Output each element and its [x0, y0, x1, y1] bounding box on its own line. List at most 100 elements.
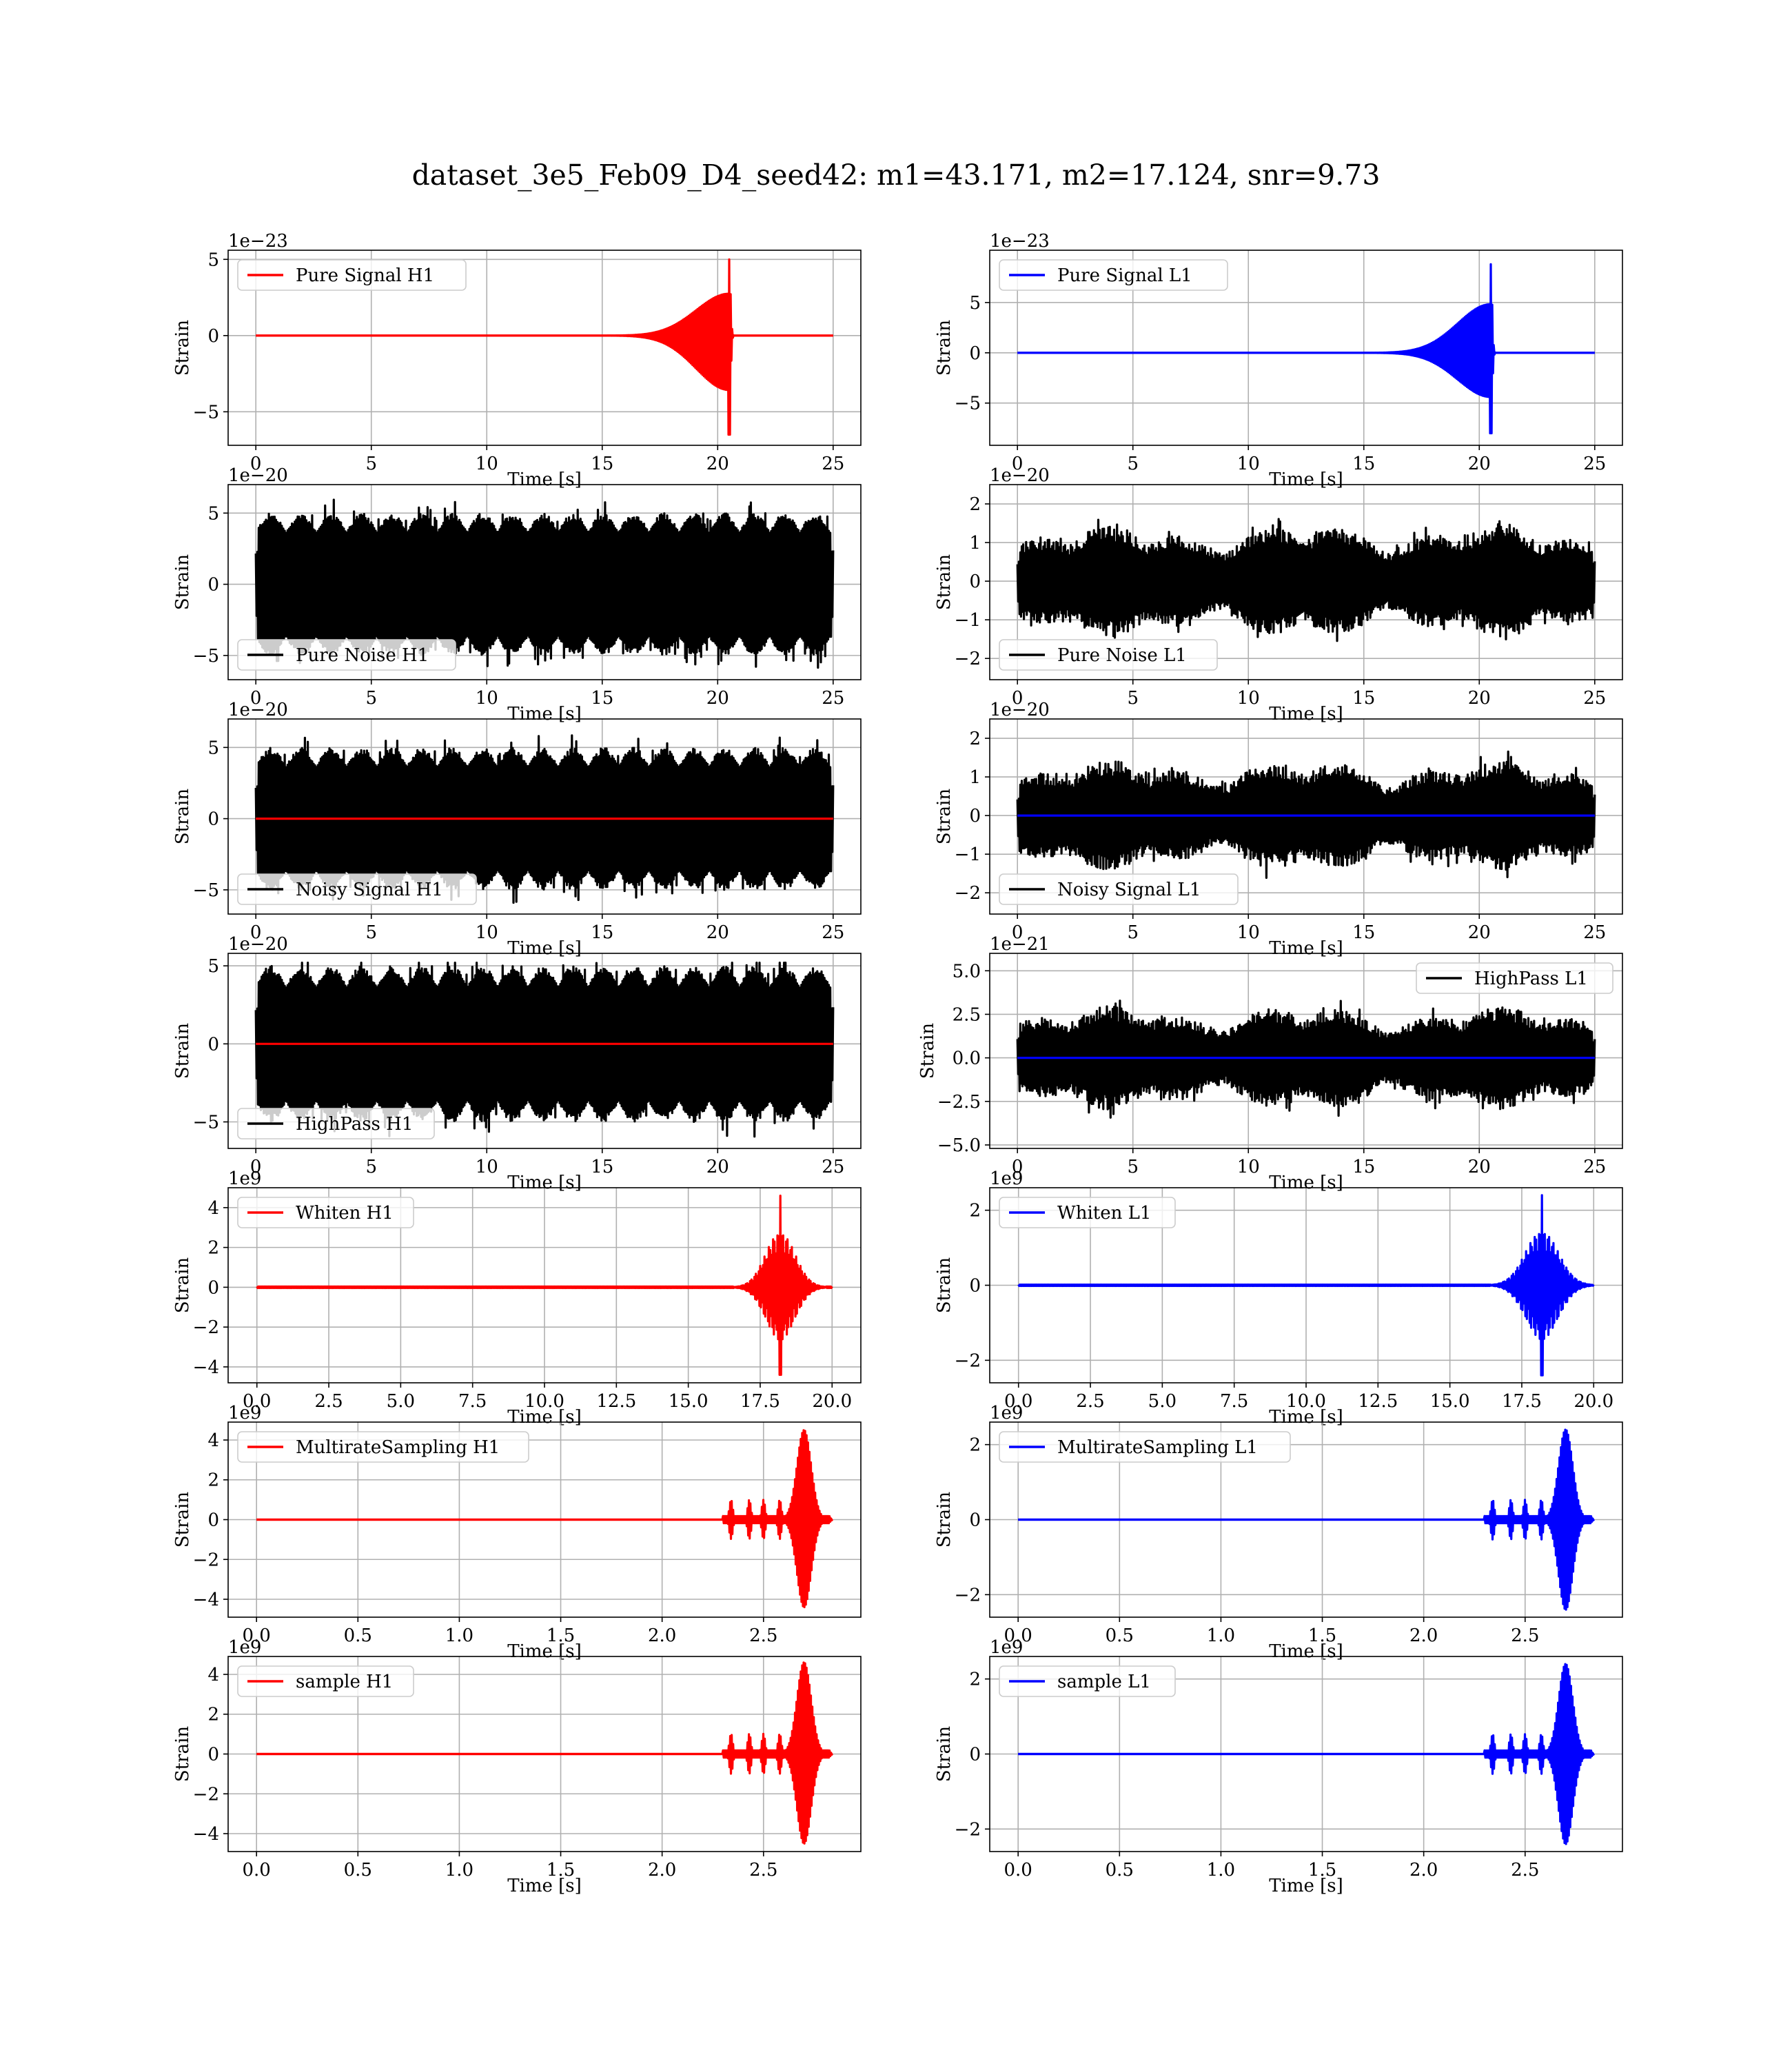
legend-label: HighPass L1 [1474, 969, 1588, 989]
x-tick-label: 15.0 [1430, 1391, 1470, 1412]
x-tick-label: 20 [1468, 688, 1491, 709]
offset-text: 1e9 [228, 1637, 261, 1658]
x-tick-label: 5 [1127, 688, 1139, 709]
series-line [1017, 1663, 1596, 1845]
x-tick-label: 10 [476, 922, 498, 943]
series-group [1017, 1194, 1595, 1377]
x-tick-label: 1.0 [445, 1625, 474, 1646]
legend-box [999, 1665, 1176, 1697]
offset-text: 1e9 [990, 1403, 1023, 1423]
y-tick-label: 2 [207, 1238, 219, 1259]
x-tick-label: 12.5 [1358, 1391, 1398, 1412]
axes-frame [989, 250, 1623, 446]
legend-box [237, 1108, 435, 1139]
legend: Pure Noise L1 [999, 639, 1218, 671]
y-axis-label: Strain [172, 1023, 193, 1079]
x-tick-label: 25 [822, 922, 844, 943]
x-tick-label: 5 [365, 922, 377, 943]
axes-frame [227, 250, 862, 446]
axes-frame [227, 953, 862, 1149]
x-tick-label: 7.5 [458, 1391, 487, 1412]
x-tick-label: 0 [250, 922, 262, 943]
offset-text: 1e−20 [228, 465, 288, 486]
y-tick-label: −5 [193, 880, 219, 901]
x-tick-label: 20 [706, 688, 729, 709]
offset-text: 1e−23 [990, 231, 1050, 252]
legend-label: Pure Signal H1 [296, 265, 434, 286]
series-group [256, 1661, 834, 1845]
legend-box [1416, 962, 1613, 994]
series-line [1017, 263, 1596, 435]
x-tick-label: 0.0 [243, 1391, 271, 1412]
subplot-pure-noise-h1: 0 5 10 15 20 25 5 0 −5 1e−20 Time [s] Strain Pure No… [172, 465, 862, 724]
x-tick-label: 17.5 [1502, 1391, 1542, 1412]
ticks: 0.0 2.5 5.0 7.5 10.0 12.5 15.0 17.5 20.0 2 0 −2 [955, 1201, 1614, 1412]
legend-box [237, 1431, 529, 1463]
x-tick-label: 0 [1012, 922, 1024, 943]
legend: Pure Signal H1 [237, 259, 467, 291]
legend-label: sample L1 [1057, 1672, 1151, 1692]
x-tick-label: 5.0 [387, 1391, 415, 1412]
y-axis-label: Strain [172, 1492, 193, 1548]
y-tick-label: 5 [207, 956, 219, 977]
x-tick-label: 20 [706, 922, 729, 943]
y-tick-label: −5 [193, 402, 219, 423]
x-tick-label: 2.5 [749, 1625, 777, 1646]
x-tick-label: 10 [1237, 454, 1260, 474]
legend-label: sample H1 [296, 1672, 393, 1692]
x-tick-label: 15.0 [669, 1391, 709, 1412]
y-tick-label: 5 [207, 250, 219, 270]
ticks: 0.0 2.5 5.0 7.5 10.0 12.5 15.0 17.5 20.0 4 2 0 −2 −4 [193, 1198, 853, 1412]
subplot-whiten-h1: 0.0 2.5 5.0 7.5 10.0 12.5 15.0 17.5 20.0 4 2 0 −2 −4 1… [172, 1168, 862, 1428]
legend-label: Whiten L1 [1057, 1203, 1151, 1224]
legend-box [999, 259, 1228, 291]
y-axis-label: Strain [934, 789, 955, 845]
x-tick-label: 17.5 [740, 1391, 780, 1412]
legend-label: Pure Noise L1 [1057, 645, 1187, 666]
x-tick-label: 0 [250, 454, 262, 474]
y-tick-label: 0 [969, 571, 981, 592]
x-tick-label: 10 [476, 454, 498, 474]
y-tick-label: 2.5 [953, 1004, 981, 1025]
axes-frame [227, 718, 862, 915]
y-axis-label: Strain [172, 320, 193, 376]
series-line [256, 1195, 833, 1376]
x-axis-label: Time [s] [1269, 1641, 1343, 1662]
series-group [1017, 263, 1596, 435]
legend: Pure Noise H1 [237, 639, 456, 671]
x-tick-label: 0 [1012, 454, 1024, 474]
axes-frame [227, 484, 862, 680]
x-tick-label: 0.0 [1004, 1860, 1032, 1881]
offset-text: 1e−21 [990, 934, 1050, 955]
offset-text: 1e−20 [228, 700, 288, 720]
offset-text: 1e9 [990, 1168, 1023, 1189]
legend-box [237, 639, 456, 671]
y-tick-label: 2 [969, 1670, 981, 1690]
ticks: 0 5 10 15 20 25 5 0 −5 [193, 250, 845, 474]
offset-text: 1e−23 [228, 231, 288, 252]
legend: HighPass H1 [237, 1108, 435, 1139]
x-tick-label: 25 [1583, 1157, 1606, 1177]
y-tick-label: 4 [207, 1198, 219, 1219]
ticks: 0 5 10 15 20 25 5.0 2.5 0.0 −2.5 −5.0 [937, 961, 1606, 1177]
series-group [254, 962, 835, 1138]
y-axis-label: Strain [934, 320, 955, 376]
y-tick-label: 2 [969, 1201, 981, 1221]
legend: sample H1 [237, 1665, 414, 1697]
y-tick-label: −1 [955, 610, 981, 631]
x-tick-label: 5 [1127, 1157, 1139, 1177]
x-tick-label: 10 [476, 688, 498, 709]
legend-label: Pure Noise H1 [296, 645, 429, 666]
y-tick-label: 0 [207, 809, 219, 830]
y-axis-label: Strain [172, 1726, 193, 1783]
x-tick-label: 20 [706, 454, 729, 474]
y-tick-label: −2 [955, 1350, 981, 1371]
legend-label: MultirateSampling H1 [296, 1437, 500, 1458]
x-tick-label: 1.5 [547, 1625, 575, 1646]
x-tick-label: 2.0 [1409, 1625, 1438, 1646]
offset-text: 1e−20 [990, 700, 1050, 720]
subplot-multirate-l1: 0.0 0.5 1.0 1.5 2.0 2.5 2 0 −2 1e9 Time [s] Strain M… [934, 1403, 1623, 1662]
ticks: 0.0 0.5 1.0 1.5 2.0 2.5 4 2 0 −2 −4 [193, 1665, 778, 1881]
y-axis-label: Strain [934, 1257, 955, 1314]
x-tick-label: 15 [591, 688, 613, 709]
